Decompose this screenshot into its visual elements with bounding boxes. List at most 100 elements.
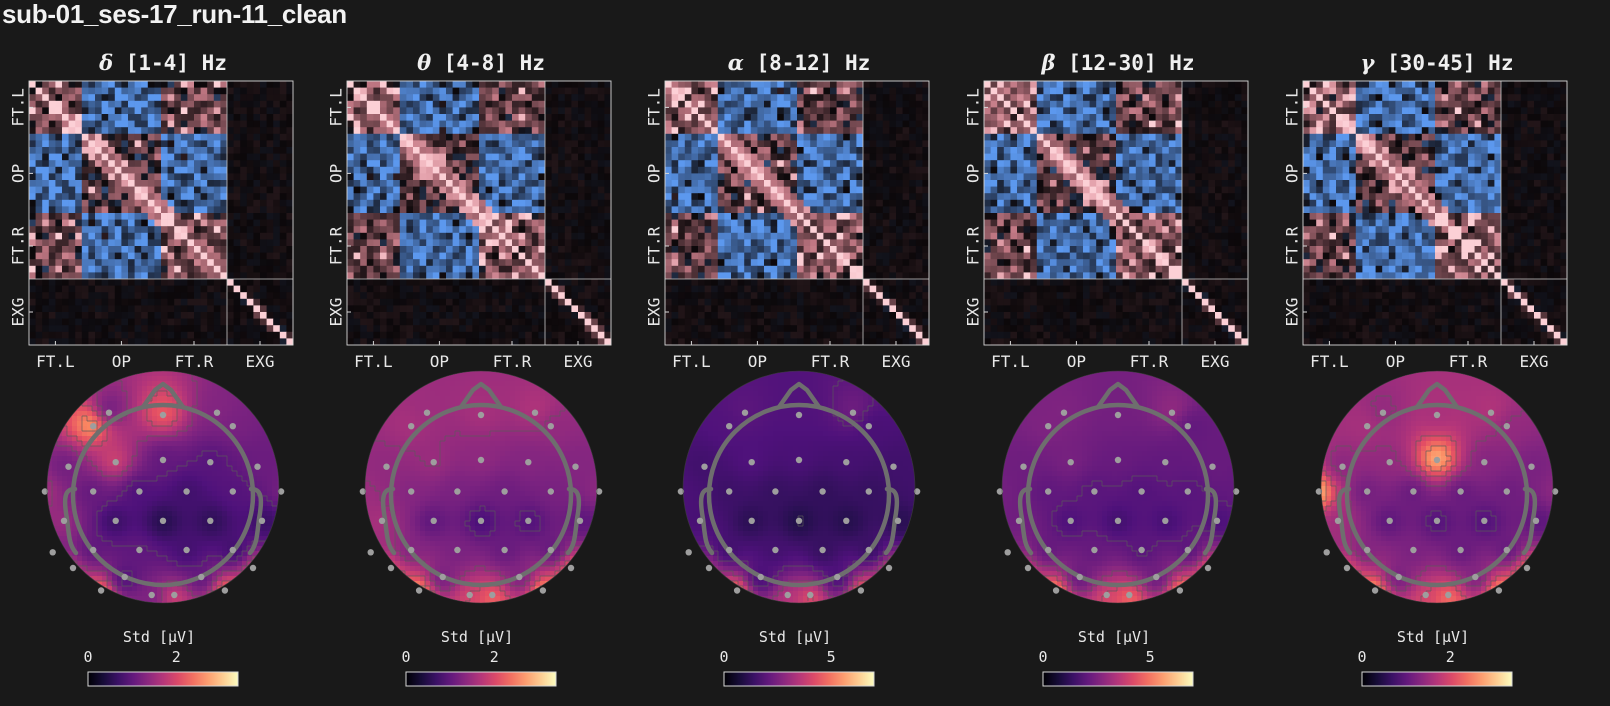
matrix-cell xyxy=(399,252,407,260)
matrix-cell xyxy=(233,259,241,267)
matrix-cell xyxy=(373,186,381,194)
matrix-cell xyxy=(545,140,552,148)
matrix-cell xyxy=(62,180,69,187)
matrix-cell xyxy=(406,331,414,339)
matrix-cell xyxy=(922,140,930,148)
matrix-cell xyxy=(558,331,566,339)
matrix-cell xyxy=(922,252,930,260)
matrix-cell xyxy=(564,107,572,115)
matrix-cell xyxy=(578,173,585,181)
matrix-cell xyxy=(386,305,394,313)
matrix-cell xyxy=(465,140,473,148)
matrix-cell xyxy=(426,213,434,220)
matrix-cell xyxy=(273,206,281,214)
matrix-cell xyxy=(876,239,884,247)
matrix-cell xyxy=(373,272,381,280)
matrix-cell xyxy=(459,265,467,273)
matrix-cell xyxy=(200,120,208,128)
matrix-cell xyxy=(353,318,361,326)
matrix-cell xyxy=(485,259,493,267)
matrix-cell xyxy=(717,312,725,319)
matrix-cell xyxy=(128,186,135,194)
matrix-cell xyxy=(347,213,354,220)
matrix-cell xyxy=(770,173,778,181)
matrix-cell xyxy=(35,272,43,280)
matrix-cell xyxy=(836,213,844,220)
matrix-cell xyxy=(200,100,208,108)
matrix-cell xyxy=(101,318,109,326)
matrix-cell xyxy=(446,206,453,214)
matrix-cell xyxy=(518,318,526,326)
matrix-cell xyxy=(154,107,162,115)
matrix-cell xyxy=(48,331,56,339)
matrix-cell xyxy=(167,338,175,346)
matrix-cell xyxy=(704,318,712,326)
matrix-cell xyxy=(220,199,228,207)
sensor-dot xyxy=(819,488,826,495)
matrix-cell xyxy=(472,259,480,267)
matrix-cell xyxy=(75,199,83,207)
matrix-cell xyxy=(35,140,43,148)
matrix-cell xyxy=(227,331,234,339)
matrix-cell xyxy=(347,100,354,108)
matrix-cell xyxy=(161,285,168,293)
matrix-cell xyxy=(558,292,566,300)
matrix-cell xyxy=(253,252,261,260)
matrix-cell xyxy=(750,305,758,313)
matrix-cell xyxy=(889,107,897,115)
matrix-cell xyxy=(849,305,857,313)
matrix-cell xyxy=(849,120,857,128)
matrix-cell xyxy=(922,239,930,247)
matrix-cell xyxy=(459,107,467,115)
matrix-cell xyxy=(678,246,686,253)
matrix-cell xyxy=(128,298,135,306)
matrix-cell xyxy=(770,100,778,108)
matrix-cell xyxy=(525,153,533,161)
matrix-cell xyxy=(604,239,612,247)
matrix-cell xyxy=(731,279,738,286)
matrix-cell xyxy=(889,292,897,300)
matrix-cell xyxy=(876,232,884,240)
matrix-cell xyxy=(35,120,43,128)
matrix-cell xyxy=(512,331,519,339)
matrix-cell xyxy=(42,114,50,121)
matrix-cell xyxy=(505,259,513,267)
matrix-cell xyxy=(691,81,699,88)
matrix-cell xyxy=(213,133,221,141)
matrix-cell xyxy=(684,140,692,148)
matrix-cell xyxy=(498,331,506,339)
matrix-cell xyxy=(711,186,719,194)
matrix-cell xyxy=(843,318,851,326)
matrix-cell xyxy=(273,147,281,154)
matrix-cell xyxy=(432,246,440,253)
matrix-cell xyxy=(750,127,758,135)
matrix-cell xyxy=(578,239,585,247)
matrix-cell xyxy=(373,232,381,240)
matrix-cell xyxy=(286,305,294,313)
matrix-cell xyxy=(393,331,401,339)
matrix-cell xyxy=(591,153,599,161)
matrix-cell xyxy=(571,265,579,273)
matrix-cell xyxy=(399,166,407,174)
matrix-cell xyxy=(88,140,96,148)
matrix-cell xyxy=(915,100,923,108)
matrix-cell xyxy=(207,114,215,121)
matrix-cell xyxy=(220,186,228,194)
matrix-cell xyxy=(121,285,129,293)
matrix-cell xyxy=(492,232,500,240)
matrix-cell xyxy=(731,285,738,293)
matrix-cell xyxy=(439,173,447,181)
matrix-cell xyxy=(180,213,188,220)
sensor-dot xyxy=(229,546,236,554)
matrix-cell xyxy=(492,94,500,102)
matrix-cell xyxy=(121,232,129,240)
matrix-cell xyxy=(744,180,752,187)
matrix-cell xyxy=(62,120,69,128)
matrix-cell xyxy=(432,279,440,286)
matrix-cell xyxy=(406,338,414,346)
matrix-cell xyxy=(498,292,506,300)
matrix-cell xyxy=(665,153,672,161)
matrix-cell xyxy=(279,226,287,234)
matrix-cell xyxy=(452,87,460,95)
matrix-cell xyxy=(233,180,241,187)
